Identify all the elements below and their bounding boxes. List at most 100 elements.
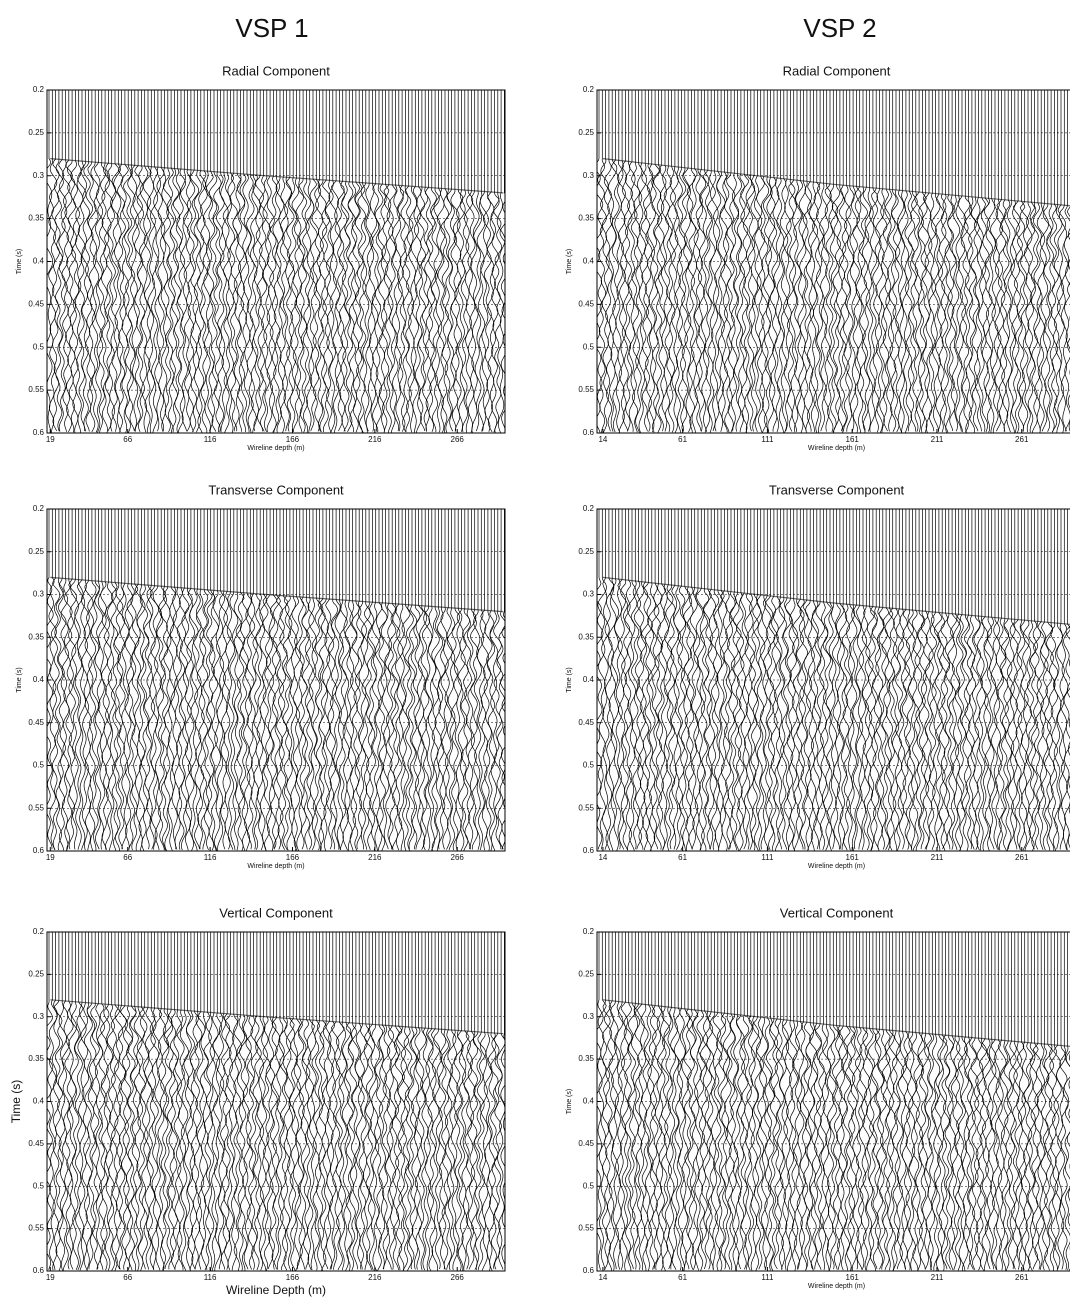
y-tick-label: 0.3: [33, 171, 45, 180]
trace: [436, 90, 446, 433]
trace: [944, 932, 954, 1270]
trace: [479, 932, 489, 1271]
trace: [216, 509, 226, 851]
y-axis-label: Time (s): [9, 1080, 23, 1124]
trace: [229, 90, 238, 432]
trace: [456, 90, 466, 433]
trace: [259, 932, 268, 1271]
trace: [663, 932, 673, 1270]
trace: [1063, 932, 1070, 1271]
trace: [328, 932, 337, 1270]
y-tick-label: 0.4: [33, 675, 45, 684]
y-tick-label: 0.35: [578, 632, 594, 641]
trace: [743, 509, 753, 850]
trace: [172, 90, 182, 433]
trace: [183, 90, 192, 432]
trace: [951, 90, 961, 432]
y-axis-label: Time (s): [566, 1089, 573, 1114]
trace: [967, 932, 977, 1270]
trace: [259, 90, 268, 432]
trace: [364, 509, 374, 851]
trace: [170, 90, 180, 433]
x-tick-label: 19: [46, 435, 55, 444]
trace: [865, 509, 875, 851]
trace: [624, 509, 633, 851]
trace: [390, 932, 400, 1271]
trace: [1027, 932, 1036, 1271]
trace: [308, 932, 317, 1271]
x-axis-label: Wireline depth (m): [808, 863, 865, 870]
trace: [990, 932, 1000, 1270]
trace: [1063, 90, 1070, 432]
trace: [733, 90, 742, 432]
panel-title: Radial Component: [783, 63, 891, 78]
y-tick-label: 0.25: [578, 547, 594, 556]
trace: [479, 90, 489, 432]
trace: [994, 932, 1003, 1270]
trace: [262, 509, 272, 851]
trace: [408, 90, 418, 433]
trace: [196, 90, 206, 433]
trace: [239, 90, 248, 433]
trace: [203, 509, 213, 850]
trace: [864, 932, 874, 1271]
trace: [746, 90, 756, 432]
trace: [295, 90, 304, 433]
trace: [789, 509, 798, 851]
trace: [47, 932, 54, 1270]
trace: [824, 90, 834, 433]
y-tick-label: 0.55: [578, 1224, 594, 1233]
trace: [189, 509, 199, 851]
trace: [798, 90, 808, 433]
trace: [117, 90, 126, 433]
trace: [1009, 509, 1019, 850]
y-tick-label: 0.25: [28, 969, 44, 978]
trace: [724, 90, 733, 433]
trace: [759, 932, 769, 1270]
trace: [884, 90, 894, 432]
trace: [322, 932, 332, 1270]
x-tick-label: 111: [761, 1273, 774, 1282]
trace: [219, 932, 229, 1270]
trace: [205, 90, 216, 432]
trace: [875, 90, 885, 433]
trace: [493, 932, 503, 1270]
y-tick-label: 0.55: [28, 1224, 44, 1233]
trace: [64, 932, 74, 1270]
trace: [265, 509, 275, 851]
trace: [163, 932, 173, 1270]
y-tick-label: 0.45: [28, 1139, 44, 1148]
trace: [657, 90, 667, 432]
trace: [862, 509, 871, 851]
trace: [882, 90, 891, 432]
trace: [972, 509, 981, 850]
trace: [127, 90, 136, 432]
trace: [1059, 932, 1069, 1270]
trace: [427, 509, 437, 851]
panel: Radial Component 0.2 0.25 0.3 0.35 0.4 0.45 0.5…: [566, 63, 1070, 452]
trace: [907, 90, 918, 432]
trace: [719, 509, 728, 851]
x-tick-label: 261: [1015, 435, 1029, 444]
trace: [736, 90, 745, 433]
trace: [924, 932, 933, 1270]
trace: [1040, 509, 1049, 851]
y-tick-label: 0.2: [583, 85, 595, 94]
trace: [1016, 509, 1026, 851]
trace: [723, 509, 733, 850]
trace: [713, 90, 722, 432]
trace: [941, 932, 950, 1270]
trace: [647, 932, 657, 1270]
trace: [394, 90, 404, 432]
trace: [397, 932, 407, 1271]
trace: [1030, 90, 1039, 433]
trace: [769, 90, 779, 432]
trace: [933, 509, 943, 851]
trace: [496, 509, 505, 850]
trace: [610, 509, 619, 851]
trace: [249, 90, 259, 433]
trace: [812, 509, 822, 850]
column-title: VSP 1: [235, 13, 308, 43]
y-tick-label: 0.25: [28, 128, 44, 137]
trace: [233, 509, 242, 851]
